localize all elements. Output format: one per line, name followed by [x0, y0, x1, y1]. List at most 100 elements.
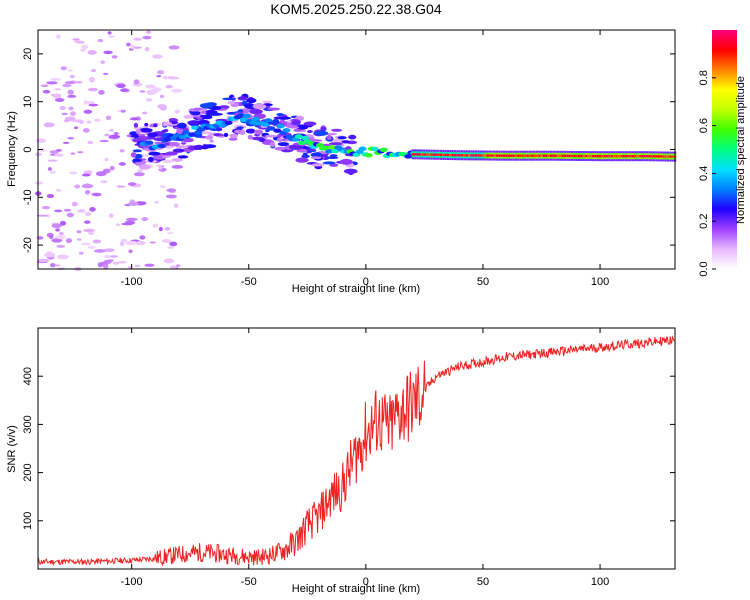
spectrogram-ridge-blob [239, 117, 248, 122]
spectrogram-ridge-blob [404, 154, 413, 159]
spectrogram-noise-blob [100, 180, 108, 183]
spectrogram-noise-blob [98, 264, 103, 268]
spectrogram-blob [190, 110, 201, 116]
spectrogram-noise-blob [58, 232, 65, 235]
spectrogram-noise-blob [128, 249, 133, 254]
spectrogram-ridge-blob [236, 113, 245, 118]
spectrogram-noise-blob [56, 244, 66, 248]
spectrogram-ridge-blob [273, 128, 282, 133]
spectrogram-noise-blob [141, 217, 149, 222]
spectrogram-band-core [526, 154, 529, 157]
spectrogram-blob [329, 138, 344, 144]
spectrogram-blob [320, 126, 327, 132]
spectrogram-noise-blob [126, 42, 131, 47]
spectrogram-noise-blob [62, 83, 72, 88]
spectrogram-noise-blob [87, 87, 99, 92]
spectrogram-noise-blob [67, 89, 74, 95]
spectrogram-band-core [439, 153, 443, 157]
spectrogram-noise-blob [157, 104, 168, 109]
spectrogram-band-core [540, 154, 543, 157]
spectrogram-blob [138, 127, 153, 133]
spectrogram-blob [277, 142, 290, 147]
spectrogram-ridge-blob [194, 130, 203, 135]
spectrogram-band-core [414, 153, 417, 156]
spectrogram-noise-blob [76, 238, 82, 241]
spectrogram-blob [200, 145, 210, 150]
spectrogram-band-core [622, 154, 625, 158]
spectrogram-blob [209, 139, 214, 143]
spectrogram-noise-blob [170, 265, 178, 269]
spectrogram-noise-blob [54, 209, 63, 213]
spectrogram-noise-blob [93, 249, 106, 253]
spectrogram-band-core [608, 154, 611, 158]
colorbar-ticks: 0.0 0.2 0.4 0.6 0.8 [698, 70, 716, 277]
spectrogram-marks [34, 30, 677, 272]
spectrogram-ridge-blob [325, 149, 334, 154]
spectrogram-noise-blob [87, 246, 96, 249]
spectrogram-band-core [500, 154, 503, 157]
spectrogram-blob [133, 122, 139, 129]
spectrogram-ridge-blob [300, 135, 309, 141]
spectrogram-ridge-blob [248, 120, 257, 125]
spectrogram-noise-blob [111, 55, 118, 59]
spectrogram-band-core [566, 154, 569, 158]
spectrogram-band-core [479, 154, 482, 157]
spectrogram-noise-blob [88, 103, 99, 107]
spectrogram-noise-blob [161, 238, 172, 243]
spectrogram-band-core [589, 154, 592, 158]
spectrogram-noise-blob [92, 239, 102, 244]
spectrogram-noise-blob [97, 38, 104, 43]
spectrogram-blob [199, 131, 212, 135]
spectrogram-noise-blob [87, 140, 94, 145]
spectrogram-blob [236, 126, 244, 130]
spectrogram-band-core [629, 154, 632, 158]
spectrogram-band-core [627, 154, 630, 158]
colorbar-gradient [712, 30, 737, 269]
spectrogram-x-tick-label: 50 [477, 276, 489, 288]
spectrogram-band-core [599, 154, 602, 158]
spectrogram-blob [245, 128, 256, 134]
spectrogram-noise-blob [107, 31, 112, 35]
spectrogram-noise-blob [133, 37, 143, 41]
spectrogram-ridge-blob [261, 122, 270, 127]
spectrogram-blob [291, 120, 301, 126]
spectrogram-band-core [437, 153, 440, 157]
spectrogram-blob [295, 157, 309, 163]
spectrogram-band-core [451, 153, 454, 157]
spectrogram-band-core [472, 154, 475, 157]
spectrogram-noise-blob [49, 150, 59, 154]
spectrogram-noise-blob [134, 264, 141, 267]
spectrogram-noise-blob [152, 54, 163, 59]
spectrogram-band-core [456, 153, 459, 157]
spectrogram-noise-blob [74, 184, 81, 189]
spectrogram-blob [147, 132, 158, 138]
spectrogram-y-tick-label: 20 [22, 48, 34, 60]
spectrogram-noise-blob [82, 128, 90, 133]
spectrogram-noise-blob [47, 167, 52, 171]
spectrogram-blob [183, 114, 194, 119]
spectrogram-blob [199, 114, 208, 118]
spectrogram-band-core [430, 153, 433, 156]
spectrogram-noise-blob [149, 241, 156, 244]
spectrogram-blob [152, 154, 167, 160]
spectrogram-band-core [474, 154, 478, 157]
spectrogram-noise-blob [74, 119, 83, 123]
spectrogram-band-core [444, 153, 447, 157]
spectrogram-noise-blob [37, 258, 50, 263]
spectrogram-noise-blob [100, 60, 106, 64]
snr-background [38, 328, 675, 569]
spectrogram-noise-blob [102, 72, 109, 75]
spectrogram-blob [181, 138, 194, 143]
spectrogram-band-core [549, 154, 553, 157]
spectrogram-noise-blob [86, 120, 92, 124]
spectrogram-band-core [446, 153, 450, 157]
spectrogram-noise-blob [168, 76, 180, 80]
spectrogram-band-core [577, 154, 581, 158]
spectrogram-blob [153, 123, 158, 128]
spectrogram-noise-blob [56, 34, 61, 39]
spectrogram-blob [193, 107, 203, 111]
spectrogram-blob [147, 156, 154, 163]
spectrogram-x-tick-label: 100 [591, 276, 609, 288]
spectrogram-band-core [559, 154, 562, 157]
